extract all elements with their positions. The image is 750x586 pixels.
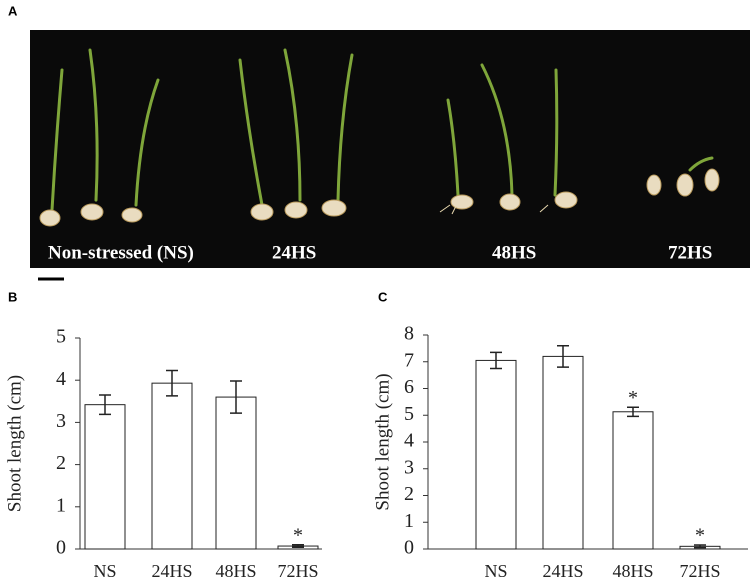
y-tick-label: 8 [404, 323, 414, 345]
y-tick-label: 3 [56, 410, 66, 432]
bar [612, 411, 654, 550]
significance-mark: * [293, 524, 303, 546]
x-tick-label: 48HS [215, 561, 256, 581]
significance-mark: * [695, 525, 705, 547]
x-tick-label: 24HS [151, 561, 192, 581]
y-tick-label: 2 [56, 452, 66, 474]
significance-mark: * [628, 387, 638, 409]
y-axis-label: Shoot length (cm) [372, 373, 393, 510]
y-tick-label: 1 [404, 510, 414, 532]
error-bar [694, 544, 706, 549]
x-tick-label: 72HS [679, 561, 720, 581]
y-tick-label: 5 [56, 326, 66, 348]
error-bar [627, 406, 639, 418]
y-axis-label: Shoot length (cm) [4, 375, 25, 512]
y-tick-label: 4 [404, 430, 414, 452]
y-tick-label: 2 [404, 483, 414, 505]
x-tick-label: 72HS [277, 561, 318, 581]
x-tick-label: NS [93, 561, 116, 581]
y-tick-label: 0 [56, 537, 66, 559]
photo-caption: Non-stressed (NS) [48, 242, 194, 263]
error-bar [292, 544, 304, 549]
photo: Non-stressed (NS) 24HS 48HS 72HS [30, 30, 750, 268]
bar [84, 404, 126, 550]
x-tick-label: NS [484, 561, 507, 581]
bar [475, 359, 517, 550]
x-tick-label: 48HS [612, 561, 653, 581]
y-tick-label: 6 [404, 376, 414, 398]
y-tick-label: 0 [404, 537, 414, 559]
panel-label: C [378, 289, 388, 304]
error-bar [99, 394, 111, 416]
panel-label: B [8, 289, 17, 304]
y-tick-label: 1 [56, 494, 66, 516]
error-bar [557, 344, 569, 368]
photo-caption: 72HS [668, 242, 712, 263]
photo-caption: 48HS [492, 242, 536, 263]
bar [151, 382, 193, 550]
y-tick-label: 5 [404, 403, 414, 425]
y-tick-label: 3 [404, 456, 414, 478]
error-bar [230, 380, 242, 414]
bar [215, 396, 257, 550]
y-tick-label: 7 [404, 349, 414, 371]
photo-caption: 24HS [272, 242, 316, 263]
seedlings [39, 48, 720, 227]
x-tick-label: 24HS [542, 561, 583, 581]
error-bar [166, 369, 178, 397]
photo-background [30, 30, 750, 268]
error-bar [490, 351, 502, 370]
panel-label: A [8, 3, 18, 18]
bar [542, 355, 584, 550]
y-tick-label: 4 [56, 368, 66, 390]
